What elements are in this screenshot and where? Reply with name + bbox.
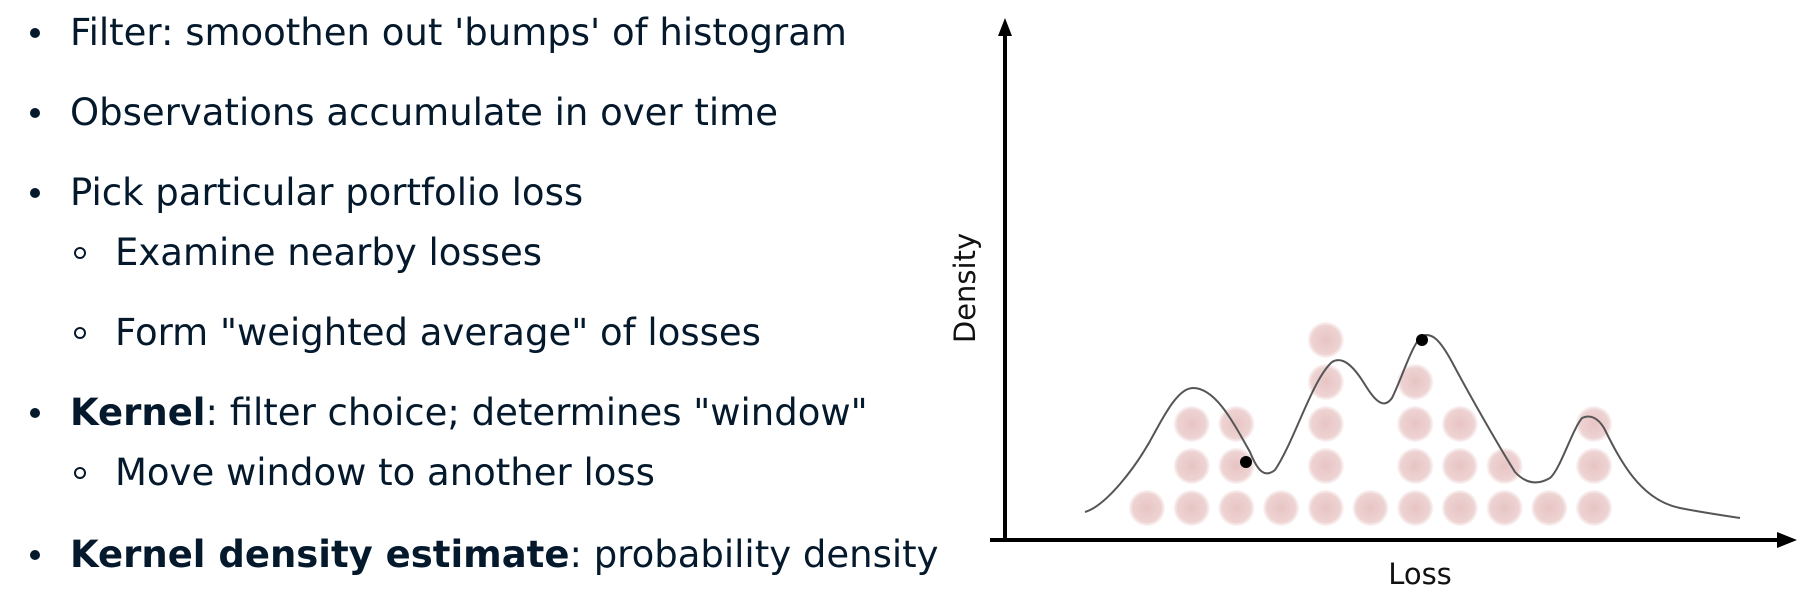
observation-dot: [1352, 490, 1389, 526]
observation-dot: [1576, 448, 1612, 484]
observation-dot: [1307, 364, 1344, 400]
observation-dot: [1263, 490, 1300, 526]
observation-dot: [1307, 448, 1344, 484]
observation-dot: [1576, 406, 1612, 442]
bullet-pick-loss: Pick particular portfolio loss: [29, 171, 584, 214]
kernel-point: [1416, 334, 1428, 346]
bullet-list: Filter: smoothen out 'bumps' of histogra…: [29, 11, 939, 576]
bullet-kernel: Kernel: filter choice; determines "windo…: [30, 391, 868, 434]
observation-dot: [1307, 406, 1344, 442]
kernel-term: Kernel: [70, 391, 206, 434]
observation-dot: [1129, 490, 1165, 526]
bullet-kde: Kernel density estimate: probability den…: [30, 533, 939, 576]
observation-dot: [1441, 406, 1478, 442]
observation-dot: [1397, 448, 1434, 484]
bullet-observations: Observations accumulate in over time: [30, 91, 778, 134]
density-curve: [1084, 334, 1741, 519]
x-axis-arrow-icon: [1777, 532, 1797, 548]
observation-dot: [1173, 490, 1210, 526]
observation-dot: [1441, 490, 1478, 526]
y-axis-label: Density: [948, 233, 982, 343]
observation-dot: [1218, 490, 1255, 526]
x-axis-label: Loss: [1388, 557, 1452, 591]
observation-dot: [1486, 448, 1523, 484]
y-axis-arrow-icon: [998, 18, 1012, 36]
observation-dot: [1307, 490, 1344, 526]
observation-dot: [1397, 406, 1434, 442]
sub-bullet-examine: Examine nearby losses: [74, 231, 542, 274]
observation-dot: [1486, 490, 1523, 526]
observation-dot: [1397, 490, 1434, 526]
bullet-filter: Filter: smoothen out 'bumps' of histogra…: [30, 11, 847, 54]
observation-dot: [1307, 322, 1344, 358]
observation-dot: [1173, 448, 1210, 484]
kde-svg: Density Loss: [948, 18, 1797, 591]
observation-dot: [1576, 490, 1612, 526]
kde-diagram: Density Loss: [940, 0, 1820, 608]
sub-bullet-weighted-average: Form "weighted average" of losses: [74, 311, 761, 354]
kernel-point: [1240, 456, 1252, 468]
observation-dot: [1218, 406, 1255, 442]
sub-bullet-move-window: Move window to another loss: [74, 451, 655, 494]
observation-dots: [1129, 322, 1612, 526]
observation-dot: [1441, 448, 1478, 484]
observation-dot: [1531, 490, 1568, 526]
observation-dot: [1397, 364, 1434, 400]
kde-term: Kernel density estimate: [70, 533, 570, 576]
observation-dot: [1173, 406, 1210, 442]
